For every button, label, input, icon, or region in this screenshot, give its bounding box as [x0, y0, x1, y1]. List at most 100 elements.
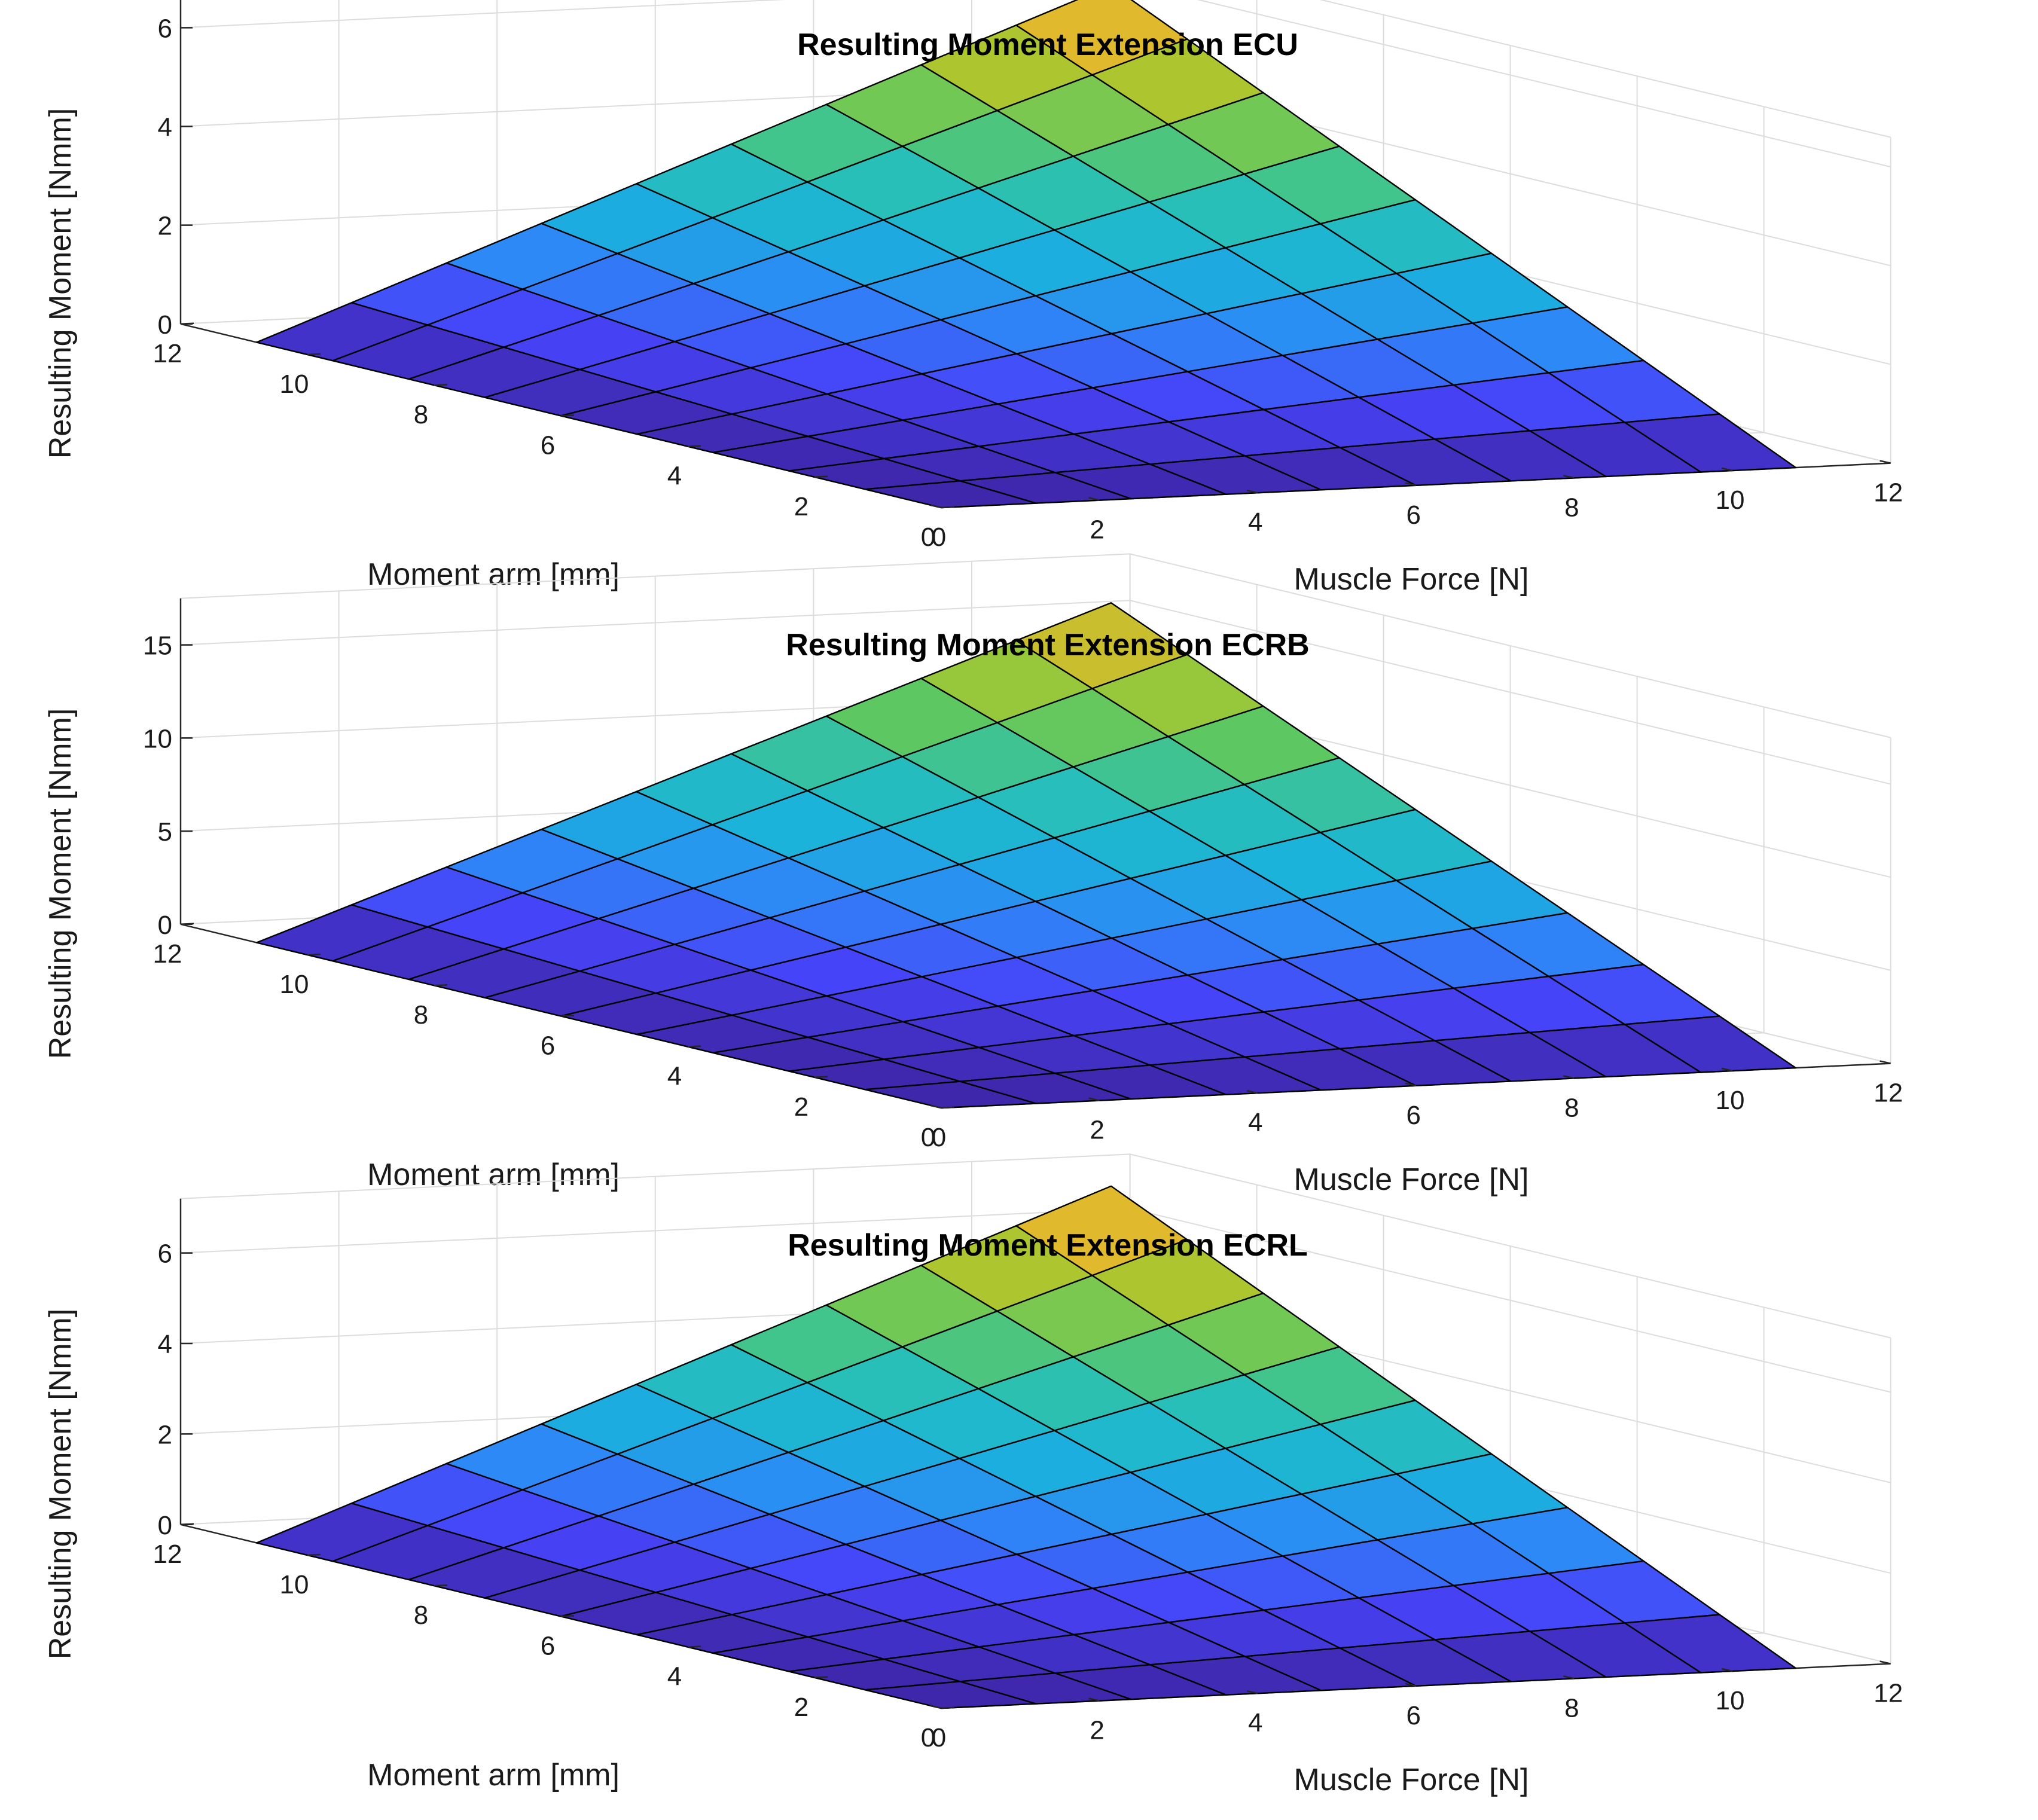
- x-tick-label: 10: [1716, 1686, 1745, 1715]
- y-tick-label: 12: [153, 1540, 182, 1569]
- z-tick-label: 0: [158, 1511, 172, 1540]
- y-tick-mark: [687, 1045, 701, 1048]
- y-axis-label: Moment arm [mm]: [367, 1758, 620, 1792]
- x-axis-label: Muscle Force [N]: [1294, 1763, 1529, 1797]
- x-tick-mark: [1088, 1697, 1100, 1702]
- x-tick-mark: [1880, 1060, 1891, 1064]
- x-tick-label: 12: [1874, 1679, 1903, 1708]
- y-tick-label: 0: [921, 523, 935, 552]
- z-tick-label: 0: [158, 310, 172, 340]
- chart-title: Resulting Moment Extension ECRB: [786, 628, 1309, 662]
- x-tick-label: 8: [1564, 1693, 1579, 1723]
- y-tick-mark: [560, 1015, 575, 1017]
- y-axis-label: Moment arm [mm]: [367, 1158, 620, 1192]
- y-tick-label: 10: [280, 970, 309, 999]
- z-axis-label: Resulting Moment [Nmm]: [43, 709, 78, 1059]
- y-tick-label: 6: [541, 1031, 555, 1060]
- x-tick-mark: [1246, 1690, 1258, 1694]
- x-tick-mark: [930, 504, 942, 509]
- y-tick-mark: [941, 506, 955, 509]
- x-tick-label: 12: [1874, 1079, 1903, 1108]
- x-tick-mark: [1721, 1668, 1733, 1672]
- x-tick-label: 8: [1564, 1093, 1579, 1122]
- y-tick-mark: [941, 1106, 955, 1109]
- x-tick-mark: [1563, 1075, 1575, 1079]
- x-tick-mark: [1721, 1067, 1733, 1072]
- z-tick-label: 6: [158, 1239, 172, 1269]
- x-tick-mark: [1563, 475, 1575, 479]
- y-tick-mark: [434, 383, 448, 386]
- y-tick-mark: [560, 414, 575, 417]
- surface-cell: [1624, 413, 1797, 473]
- x-tick-mark: [930, 1705, 942, 1709]
- x-tick-mark: [1405, 1682, 1417, 1687]
- x-tick-label: 10: [1716, 1086, 1745, 1115]
- surface: [256, 0, 1797, 509]
- x-tick-label: 4: [1248, 508, 1262, 537]
- x-axis-label: Muscle Force [N]: [1294, 562, 1529, 597]
- x-tick-mark: [1246, 489, 1258, 494]
- z-tick-label: 2: [158, 212, 172, 241]
- x-tick-mark: [1088, 497, 1100, 501]
- y-tick-label: 2: [794, 492, 809, 521]
- chart-title: Resulting Moment Extension ECRL: [788, 1228, 1308, 1263]
- y-tick-label: 2: [794, 1092, 809, 1122]
- x-tick-label: 4: [1248, 1108, 1262, 1137]
- z-tick-label: 2: [158, 1420, 172, 1449]
- y-tick-label: 8: [414, 1601, 428, 1630]
- z-axis-label: Resulting Moment [Nmm]: [43, 108, 78, 459]
- y-tick-label: 2: [794, 1693, 809, 1722]
- y-tick-label: 0: [921, 1723, 935, 1752]
- y-tick-label: 10: [280, 1570, 309, 1599]
- x-axis-label: Muscle Force [N]: [1294, 1162, 1529, 1197]
- x-tick-mark: [1405, 1082, 1417, 1087]
- y-tick-mark: [307, 953, 321, 956]
- surface-cell: [1624, 1015, 1797, 1073]
- x-tick-mark: [1880, 1660, 1891, 1665]
- x-tick-label: 10: [1716, 485, 1745, 515]
- x-tick-label: 6: [1407, 500, 1421, 530]
- surface: [256, 1185, 1797, 1709]
- y-tick-label: 8: [414, 400, 428, 429]
- x-tick-mark: [1088, 1097, 1100, 1101]
- y-tick-label: 12: [153, 939, 182, 969]
- y-axis-label: Moment arm [mm]: [367, 557, 620, 592]
- x-tick-mark: [1246, 1089, 1258, 1094]
- x-tick-mark: [1405, 482, 1417, 487]
- x-tick-label: 0: [932, 523, 946, 552]
- z-tick-label: 4: [158, 1330, 172, 1359]
- x-tick-mark: [1721, 467, 1733, 472]
- surface: [256, 602, 1797, 1109]
- x-tick-label: 0: [932, 1723, 946, 1752]
- x-tick-label: 6: [1407, 1101, 1421, 1130]
- x-tick-mark: [1880, 460, 1891, 464]
- surface-cell: [1624, 1614, 1797, 1674]
- z-axis-label: Resulting Moment [Nmm]: [43, 1309, 78, 1660]
- y-tick-label: 4: [667, 1662, 682, 1691]
- z-tick-label: 0: [158, 911, 172, 940]
- x-tick-label: 2: [1090, 1716, 1104, 1745]
- x-tick-label: 0: [932, 1123, 946, 1152]
- z-tick-label: 5: [158, 817, 172, 847]
- y-tick-mark: [687, 445, 701, 447]
- y-tick-label: 4: [667, 462, 682, 491]
- x-tick-label: 2: [1090, 1116, 1104, 1145]
- z-tick-label: 4: [158, 112, 172, 142]
- y-tick-label: 8: [414, 1000, 428, 1030]
- y-tick-label: 6: [541, 430, 555, 460]
- x-tick-label: 8: [1564, 493, 1579, 522]
- x-tick-label: 4: [1248, 1708, 1262, 1737]
- y-tick-label: 0: [921, 1123, 935, 1152]
- x-tick-mark: [1563, 1675, 1575, 1679]
- z-tick-label: 10: [143, 724, 172, 753]
- x-tick-label: 12: [1874, 478, 1903, 508]
- y-tick-mark: [434, 1584, 448, 1587]
- x-tick-label: 6: [1407, 1701, 1421, 1730]
- x-tick-mark: [930, 1104, 942, 1109]
